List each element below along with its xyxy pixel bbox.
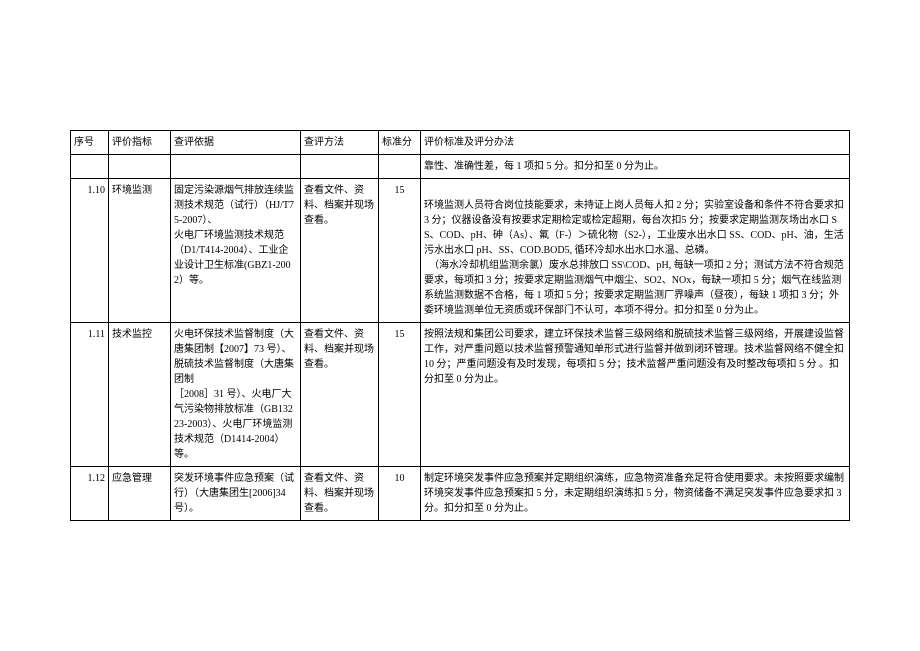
cell-score: 10 [379, 467, 421, 521]
cell-seq: 1.11 [71, 323, 109, 467]
table-row: 1.10 环境监测 固定污染源烟气排放连续监测技术规范（试行）（HJ/T75-2… [71, 179, 850, 323]
table-row: 1.12 应急管理 突发环境事件应急预案（试行）（大唐集团生[2006]34 号… [71, 467, 850, 521]
cell-criteria: 环境监测人员符合岗位技能要求，未持证上岗人员每人扣 2 分；实验室设备和条件不符… [421, 179, 850, 323]
cell-method: 查看文件、资料、档案并现场查看。 [301, 467, 379, 521]
table-row: 1.11 技术监控 火电环保技术监督制度（大唐集团制【2007】73 号）、脱硫… [71, 323, 850, 467]
cell-method [301, 155, 379, 179]
header-indicator: 评价指标 [109, 131, 171, 155]
cell-score [379, 155, 421, 179]
cell-method: 查看文件、资料、档案并现场查看。 [301, 323, 379, 467]
header-seq: 序号 [71, 131, 109, 155]
cell-criteria: 靠性、准确性差，每 1 项扣 5 分。扣分扣至 0 分为止。 [421, 155, 850, 179]
cell-criteria: 制定环境突发事件应急预案并定期组织演练，应急物资准备充足符合使用要求。未按照要求… [421, 467, 850, 521]
cell-seq: 1.12 [71, 467, 109, 521]
cell-seq [71, 155, 109, 179]
cell-score: 15 [379, 323, 421, 467]
table-body: 靠性、准确性差，每 1 项扣 5 分。扣分扣至 0 分为止。 1.10 环境监测… [71, 155, 850, 521]
table-row: 靠性、准确性差，每 1 项扣 5 分。扣分扣至 0 分为止。 [71, 155, 850, 179]
evaluation-table: 序号 评价指标 查评依据 查评方法 标准分 评价标准及评分办法 靠性、准确性差，… [70, 130, 850, 521]
cell-basis: 固定污染源烟气排放连续监测技术规范（试行）（HJ/T75-2007）、火电厂环境… [171, 179, 301, 323]
cell-criteria: 按照法规和集团公司要求，建立环保技术监督三级网络和脱硫技术监督三级网络，开展建设… [421, 323, 850, 467]
cell-basis: 突发环境事件应急预案（试行）（大唐集团生[2006]34 号）。 [171, 467, 301, 521]
header-method: 查评方法 [301, 131, 379, 155]
header-score: 标准分 [379, 131, 421, 155]
cell-method: 查看文件、资料、档案并现场查看。 [301, 179, 379, 323]
cell-seq: 1.10 [71, 179, 109, 323]
cell-score: 15 [379, 179, 421, 323]
table-header-row: 序号 评价指标 查评依据 查评方法 标准分 评价标准及评分办法 [71, 131, 850, 155]
cell-indicator: 技术监控 [109, 323, 171, 467]
cell-basis: 火电环保技术监督制度（大唐集团制【2007】73 号）、脱硫技术监督制度（大唐集… [171, 323, 301, 467]
cell-indicator [109, 155, 171, 179]
cell-indicator: 环境监测 [109, 179, 171, 323]
cell-basis [171, 155, 301, 179]
header-basis: 查评依据 [171, 131, 301, 155]
cell-indicator: 应急管理 [109, 467, 171, 521]
header-criteria: 评价标准及评分办法 [421, 131, 850, 155]
